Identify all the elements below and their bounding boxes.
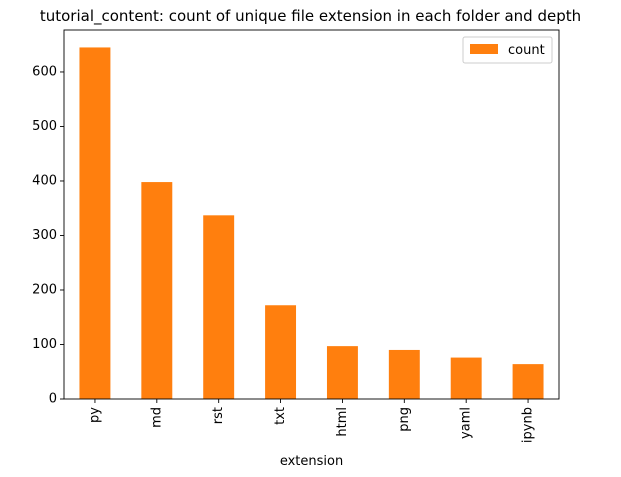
plot-frame bbox=[63, 29, 560, 400]
y-tick-label: 100 bbox=[32, 337, 57, 352]
legend-box bbox=[462, 36, 553, 64]
bar-md bbox=[141, 182, 173, 399]
legend-swatch bbox=[470, 44, 498, 54]
y-tick-label: 600 bbox=[32, 64, 57, 79]
x-tick-label: yaml bbox=[459, 407, 474, 439]
bar-ipynb bbox=[512, 364, 544, 399]
y-axis: 0 100 200 300 400 500 600 bbox=[32, 64, 64, 407]
bar-html bbox=[326, 346, 358, 399]
bar-py bbox=[79, 47, 111, 400]
bar-yaml bbox=[450, 357, 482, 399]
y-tick-label: 300 bbox=[32, 228, 57, 243]
bar-png bbox=[388, 349, 420, 399]
legend: count bbox=[462, 36, 553, 64]
x-axis-label: extension bbox=[280, 454, 343, 469]
chart-title: tutorial_content: count of unique file e… bbox=[40, 7, 581, 26]
y-tick-label: 0 bbox=[49, 392, 57, 407]
x-axis: py md rst txt html png yaml ipynb bbox=[87, 399, 536, 443]
x-tick-label: py bbox=[87, 407, 102, 423]
x-tick-label: md bbox=[149, 407, 164, 428]
bar-txt bbox=[265, 305, 297, 399]
y-tick-label: 500 bbox=[32, 119, 57, 134]
x-tick-label: ipynb bbox=[521, 407, 536, 443]
y-tick-label: 200 bbox=[32, 282, 57, 297]
x-tick-label: html bbox=[335, 407, 350, 437]
x-tick-label: txt bbox=[273, 407, 288, 425]
legend-label: count bbox=[508, 43, 545, 58]
bar-rst bbox=[203, 215, 235, 399]
y-tick-label: 400 bbox=[32, 173, 57, 188]
x-tick-label: rst bbox=[211, 407, 226, 424]
bars-group bbox=[79, 47, 544, 400]
x-tick-label: png bbox=[397, 407, 412, 432]
